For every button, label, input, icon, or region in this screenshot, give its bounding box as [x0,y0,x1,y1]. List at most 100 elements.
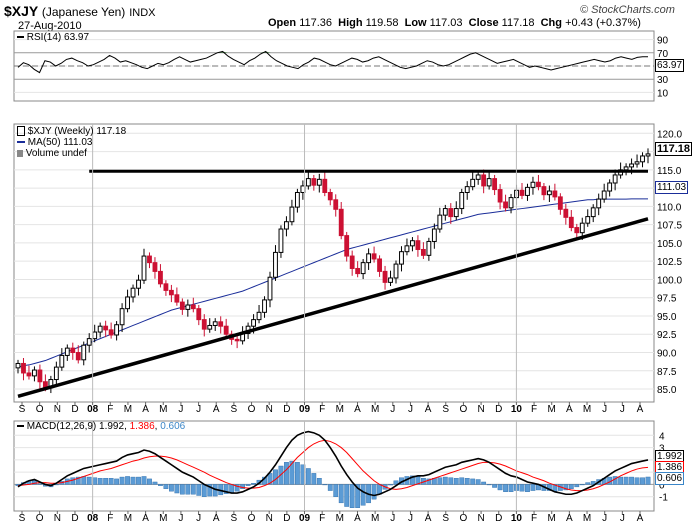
month-label: M [371,513,379,524]
candle-body [366,253,372,264]
month-label: J [196,404,201,415]
month-label: A [425,513,432,524]
symbol: $XJY [4,3,38,19]
price-tick-label: 105.0 [657,239,682,250]
macd-histogram-bar [327,484,333,491]
macd-histogram-bar [223,484,229,494]
ma-legend-row: MA(50) 111.03 [17,137,126,148]
month-label: D [283,404,290,415]
macd-histogram-bar [311,473,317,485]
macd-histogram-bar [349,484,355,508]
price-tick-label: 102.5 [657,257,682,268]
month-label: J [408,404,413,415]
macd-value-3: 0.606 [160,421,186,432]
macd-legend: MACD(12,26,9) 1.992, 1.386, 0.606 [17,421,185,432]
candle-body [141,255,147,281]
macd-histogram-bar [475,479,481,485]
candle-body [262,299,267,313]
candle-body [316,178,322,186]
macd-tick-label: -1 [659,493,668,504]
macd-histogram-bar [174,484,180,494]
macd-histogram-bar [563,484,569,491]
macd-histogram-bar [92,477,98,485]
month-label: O [460,404,468,415]
candle-body [470,178,476,188]
candle-body [284,221,289,230]
month-label: J [620,513,625,524]
month-label: N [266,513,273,524]
candle-body [568,216,574,229]
exchange: INDX [129,7,156,19]
month-label: S [19,404,26,415]
rsi-tick-label: 30 [657,75,669,86]
macd-histogram-bar [141,476,147,485]
macd-signal-line [17,439,649,492]
macd-histogram-bar [234,484,240,492]
candle-body [125,296,130,310]
candle-body [486,178,492,187]
candle-body [333,199,339,210]
chg-label: Chg [540,17,562,29]
symbol-name: (Japanese Yen) [41,5,126,19]
candle-body [382,270,388,283]
rsi-panel: 1030507090 [13,30,669,102]
macd-tick-label: 0 [659,480,665,491]
price-current-tag: 117.18 [655,142,693,156]
rsi-tick-label: 10 [657,88,669,99]
macd-histogram-bar [295,462,300,485]
month-label: 09 [299,513,311,524]
candle-body [399,251,404,265]
month-label: M [124,404,132,415]
macd-histogram-bar [481,481,487,485]
macd-histogram-bar [119,476,125,485]
month-label: O [248,404,256,415]
macd-histogram-bar [163,484,169,489]
macd-tick-label: 3 [659,444,665,455]
month-label: D [71,513,78,524]
macd-histogram-bar [179,484,185,495]
candle-body [136,279,141,289]
macd-histogram-bar [371,484,377,500]
candle-body [212,321,218,326]
month-label: N [54,513,61,524]
candle-body [311,178,317,186]
month-label: M [336,513,344,524]
open-label: Open [268,17,297,29]
month-label: F [531,513,537,524]
macd-histogram-bar [629,476,634,485]
macd-histogram-bar [190,484,196,495]
candle-body [130,287,136,298]
ma-label: MA(50) 111.03 [27,137,93,148]
macd-histogram-bar [333,484,339,497]
macd-histogram-bar [158,484,163,486]
macd-tick-label: 4 [659,431,665,442]
month-label: D [71,404,78,415]
candle-body [294,191,300,208]
candle-body [218,321,224,327]
candle-body [426,240,432,256]
month-label: N [477,513,484,524]
candle-body [612,174,618,184]
macd-histogram-bar [344,484,350,507]
month-label: S [442,513,449,524]
macd-histogram-bar [207,484,213,497]
price-tick-label: 120.0 [657,129,682,140]
macd-histogram-bar [108,478,114,485]
month-label: F [107,513,113,524]
candle-body [289,206,295,223]
candle-body [322,178,328,193]
candle-body [437,214,443,230]
candle-body [37,369,43,383]
month-label: A [566,513,573,524]
macd-histogram-bar [86,476,92,485]
macd-histogram-bar [388,484,393,486]
candle-body [179,301,185,310]
month-label: F [319,404,325,415]
candle-body [190,304,196,310]
macd-histogram-bar [640,477,645,485]
macd-histogram-bar [130,476,136,485]
stockcharts-logo[interactable]: © StockCharts.com [580,4,675,16]
month-label: A [637,404,644,415]
high-value: 119.58 [365,17,399,29]
